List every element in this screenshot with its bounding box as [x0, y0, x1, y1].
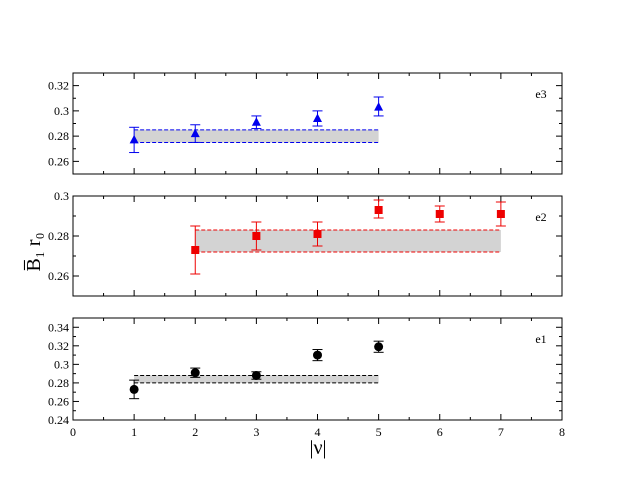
data-point-square: [191, 246, 200, 254]
data-point-square: [435, 210, 444, 218]
x-tick-label: 3: [253, 425, 259, 439]
data-point-triangle: [129, 134, 139, 144]
data-point-triangle: [190, 128, 200, 138]
y-axis-label-text: B̅₁ r₀: [23, 233, 45, 272]
data-point-square: [374, 206, 383, 214]
x-tick-label: 1: [131, 425, 137, 439]
data-point-square: [313, 230, 322, 238]
y-tick-label: 0.26: [48, 154, 69, 168]
data-point-triangle: [313, 113, 322, 122]
data-point-circle: [374, 342, 384, 352]
data-point-circle: [190, 368, 200, 378]
y-tick-label: 0.3: [54, 357, 69, 371]
data-point-circle: [129, 384, 139, 394]
band-fill: [134, 129, 379, 143]
panel-e2: 0.26 0.28 0.3 e2: [48, 189, 563, 297]
x-tick-label: 5: [376, 425, 382, 439]
x-tick-label: 6: [437, 425, 443, 439]
x-tick-label: 4: [315, 425, 321, 439]
y-tick-label: 0.32: [48, 339, 69, 353]
x-axis-label: |ν|: [309, 437, 326, 459]
y-tick-label: 0.24: [48, 413, 69, 427]
y-tick-label: 0.32: [48, 79, 69, 93]
y-tick-label: 0.34: [48, 320, 69, 334]
data-point-square: [252, 232, 261, 240]
data-point-square: [496, 210, 505, 218]
y-tick-label: 0.28: [48, 376, 69, 390]
panel-tag: e1: [535, 332, 546, 346]
y-tick-label: 0.28: [48, 129, 69, 143]
panel-tag: e2: [535, 210, 546, 224]
data-point-triangle: [374, 102, 384, 111]
band-fill: [195, 230, 501, 252]
data-point-triangle: [251, 117, 261, 126]
x-tick-label: 8: [559, 425, 565, 439]
panel-e1: 0.24 0.26 0.28 0.3 0.32 0.34 e1 0 1 2 3 4 5 6 7 8: [48, 317, 565, 439]
x-tick-label: 0: [70, 425, 76, 439]
y-tick-label: 0.3: [54, 104, 69, 118]
y-axis-label: B̅₁ r₀: [23, 233, 45, 272]
panels-layer: 0.260.280.30.32e30.260.280.3e20.240.260.…: [48, 72, 565, 439]
panel-frame: [72, 317, 563, 421]
y-tick-label: 0.3: [54, 189, 69, 203]
x-tick-label: 7: [498, 425, 504, 439]
panel-tag: e3: [535, 87, 546, 101]
data-point-circle: [313, 350, 322, 360]
data-point-circle: [251, 370, 261, 380]
y-tick-label: 0.28: [48, 229, 69, 243]
panel-e3: 0.26 0.28 0.3 0.32 e3: [48, 72, 563, 175]
x-tick-label: 2: [192, 425, 198, 439]
y-tick-label: 0.26: [48, 269, 69, 283]
y-tick-label: 0.26: [48, 394, 69, 408]
